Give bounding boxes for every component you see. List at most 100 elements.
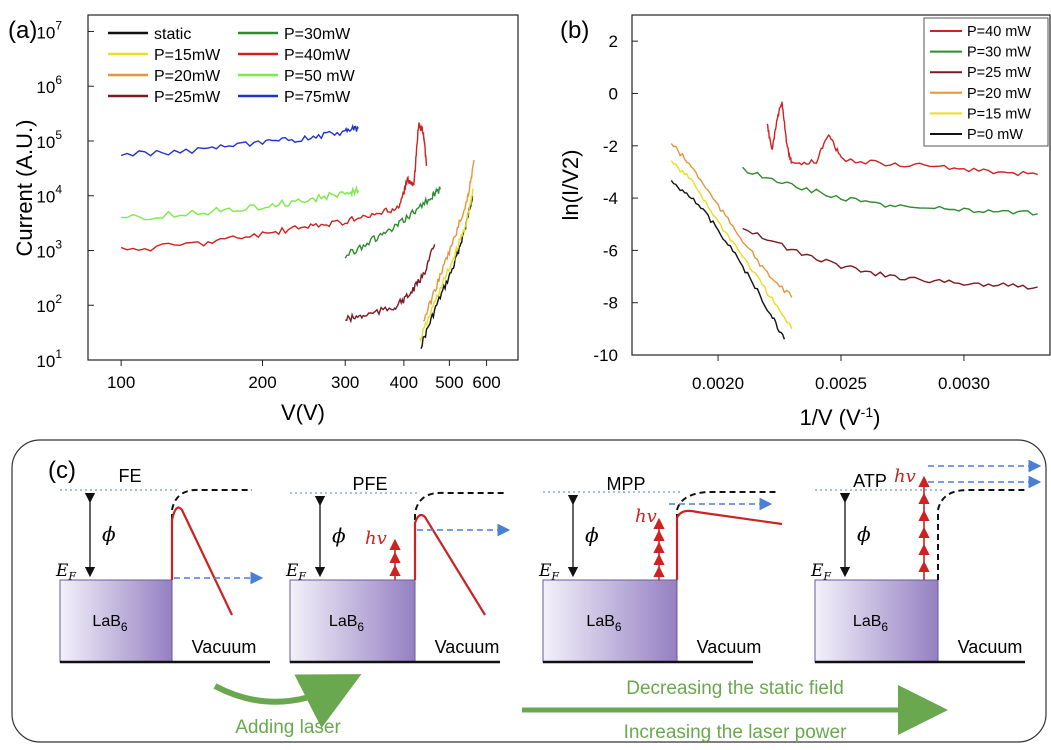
- chart-b-legend-label: P=30 mW: [967, 45, 1031, 61]
- fermi-label: EF: [810, 561, 831, 583]
- chart-a-series-line: [419, 188, 474, 343]
- lab6-label: LaB6: [586, 613, 621, 634]
- lab6-block: [814, 579, 939, 663]
- vacuum-label: Vacuum: [958, 637, 1023, 657]
- chart-a-ytick-label: 102: [36, 292, 62, 316]
- chart-a-series-line: [344, 186, 441, 259]
- chart-b-legend-box: [923, 17, 1049, 147]
- fermi-label: EF: [55, 561, 76, 583]
- chart-a-legend-label: P=20mW: [154, 68, 221, 85]
- chart-a-ytick-label: 107: [36, 18, 62, 42]
- hv-label: hv: [635, 506, 657, 527]
- vacuum-label: Vacuum: [435, 637, 500, 657]
- chart-a-ytick-label: 103: [36, 237, 62, 261]
- chart-b-series-line: [670, 160, 793, 330]
- chart-a: (a) 100 200 300 400 500 600 101 102 103 104 105 106…: [8, 14, 519, 425]
- chart-a-ytick-label: 106: [36, 73, 62, 97]
- chart-a-frame: [87, 14, 519, 361]
- chart-b-xtick-label: 0.0020: [692, 374, 744, 393]
- chart-a-xlabel: V(V): [281, 400, 325, 425]
- chart-a-legend-label: P=40mW: [284, 47, 351, 64]
- decreasing-field-text: Decreasing the static field: [626, 678, 844, 699]
- chart-b-series-line: [742, 227, 1038, 290]
- chart-b-legend-label: P=15 mW: [967, 106, 1031, 122]
- chart-b-ytick-label: 2: [609, 32, 618, 51]
- band-panel-fe: FE LaB6 Vacuum ϕ EF: [55, 466, 270, 664]
- panel-c-label: (c): [48, 457, 76, 484]
- chart-b-xlabel-sup: -1: [861, 404, 874, 420]
- chart-a-ytick-label: 101: [36, 347, 62, 371]
- chart-a-ytick-label: 105: [36, 128, 62, 152]
- chart-a-series-line: [120, 123, 359, 157]
- chart-a-series-line: [121, 184, 360, 221]
- band-panel-atp: ATP LaB6 Vacuum ϕ EF hv: [810, 459, 1042, 664]
- chart-a-xtick-label: 100: [107, 373, 135, 392]
- chart-a-ytick-label: 104: [36, 183, 62, 207]
- lab6-label: LaB6: [92, 613, 127, 634]
- increasing-power-text: Increasing the laser power: [624, 722, 848, 743]
- chart-b-ytick-label: -6: [603, 241, 618, 260]
- chart-b-series-line: [670, 179, 786, 340]
- lab6-label: LaB6: [853, 613, 888, 634]
- field-barrier: [170, 506, 233, 616]
- band-panel-title: ATP: [853, 471, 887, 491]
- chart-a-series-line: [345, 244, 436, 324]
- hv-label: hv: [894, 466, 916, 487]
- chart-b-legend: P=40 mW P=30 mW P=25 mW P=20 mW P=15 mW P=0 m…: [923, 17, 1049, 147]
- chart-b-xlabel: 1/V (V-1): [800, 404, 881, 430]
- phi-label: ϕ: [857, 522, 871, 546]
- chart-a-xtick-label: 400: [390, 373, 418, 392]
- lab6-label: LaB6: [329, 613, 364, 634]
- lab6-block: [59, 579, 173, 663]
- chart-a-ylabel: Current (A.U.): [12, 120, 37, 257]
- diagram-panels: FE LaB6 Vacuum ϕ EF PFE LaB6 Vacuum ϕ EF hv MPP LaB6…: [55, 459, 1042, 664]
- chart-a-legend-label: P=25mW: [154, 89, 221, 106]
- chart-b-xtick-label: 0.0030: [938, 374, 990, 393]
- chart-a-legend-label: P=30mW: [284, 26, 351, 43]
- chart-b-legend-label: P=40 mW: [967, 24, 1031, 40]
- vacuum-label: Vacuum: [192, 637, 257, 657]
- band-panel-mpp: MPP LaB6 Vacuum ϕ EF hv: [538, 474, 783, 664]
- band-panel-title: FE: [118, 466, 141, 486]
- static-barrier: [414, 491, 505, 580]
- vacuum-label: Vacuum: [697, 637, 762, 657]
- chart-a-xtick-label: 500: [435, 373, 463, 392]
- chart-a-legend-label: P=75mW: [284, 89, 351, 106]
- chart-b-xtick-label: 0.0025: [815, 374, 867, 393]
- chart-a-legend-label: static: [154, 26, 191, 43]
- band-panel-title: MPP: [606, 474, 645, 494]
- chart-a-xtick-label: 600: [472, 373, 500, 392]
- phi-label: ϕ: [102, 522, 116, 546]
- static-barrier: [171, 488, 252, 580]
- chart-a-legend-label: P=50 mW: [284, 68, 356, 85]
- panel-a-label: (a): [8, 17, 37, 44]
- fermi-label: EF: [538, 561, 559, 583]
- chart-a-legend-label: P=15mW: [154, 47, 221, 64]
- chart-a-legend: static P=15mW P=20mW P=25mW P=30mW P=40mW P=50…: [108, 26, 356, 106]
- chart-b-series-line: [742, 166, 1038, 216]
- chart-b-ytick-label: -10: [593, 346, 618, 365]
- chart-b-ytick-label: -2: [603, 137, 618, 156]
- chart-a-xtick-label: 300: [331, 373, 359, 392]
- chart-b-legend-label: P=25 mW: [967, 65, 1031, 81]
- band-panel-pfe: PFE LaB6 Vacuum ϕ EF hv: [285, 474, 511, 664]
- chart-a-xtick-label: 200: [248, 373, 276, 392]
- chart-b-xlabel-main: 1/V (V: [800, 405, 861, 430]
- lab6-block: [289, 579, 416, 663]
- chart-b-series-line: [670, 143, 793, 298]
- chart-b-xlabel-end: ): [873, 405, 880, 430]
- chart-b-legend-label: P=0 mW: [967, 127, 1023, 143]
- chart-b-series-line: [766, 101, 1038, 177]
- chart-b-legend-label: P=20 mW: [967, 86, 1031, 102]
- chart-b-ytick-label: -8: [603, 294, 618, 313]
- static-barrier: [937, 489, 1028, 580]
- panel-b-label: (b): [560, 17, 589, 44]
- field-barrier: [413, 513, 486, 616]
- adding-laser-arrow: [213, 674, 362, 729]
- hv-label: hv: [365, 528, 387, 549]
- chart-b-ytick-label: 0: [609, 84, 618, 103]
- static-barrier: [676, 491, 777, 580]
